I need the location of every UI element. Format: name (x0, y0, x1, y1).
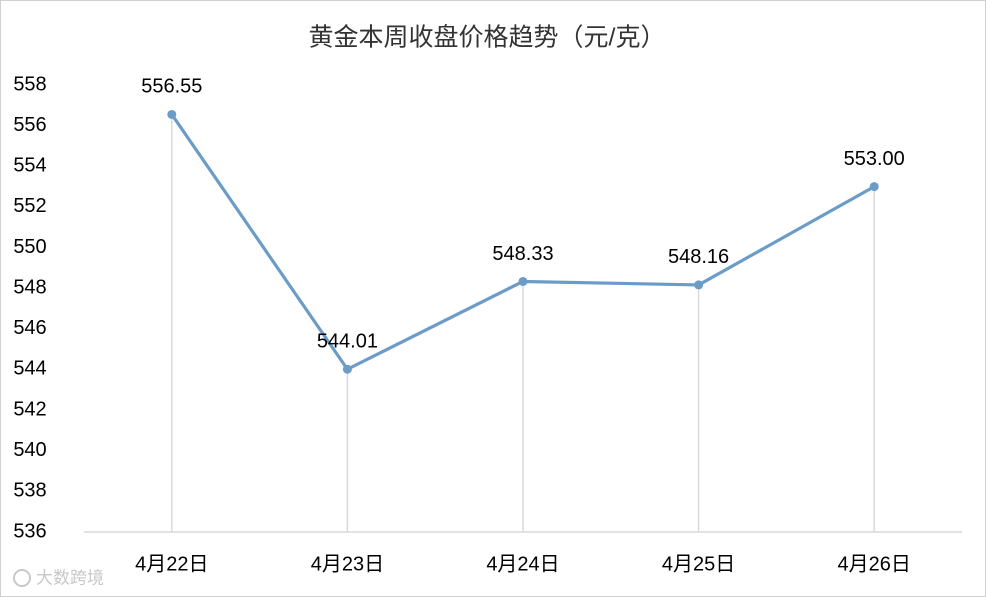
y-tick-label: 556 (13, 114, 46, 136)
point (694, 280, 704, 290)
chart-title: 黄金本周收盘价格趋势（元/克） (309, 24, 666, 52)
y-tick-label: 538 (13, 480, 46, 502)
y-tick-label: 548 (13, 276, 46, 298)
point (869, 182, 879, 192)
watermark: 大数跨境 (36, 568, 104, 587)
data-label: 548.33 (492, 243, 553, 265)
x-tick-label: 4月23日 (311, 553, 384, 575)
y-tick-label: 550 (13, 236, 46, 258)
x-tick-label: 4月24日 (486, 553, 559, 575)
point (167, 109, 177, 119)
y-tick-label: 546 (13, 317, 46, 339)
y-tick-label: 552 (13, 195, 46, 217)
y-tick-label: 542 (13, 398, 46, 420)
point (342, 364, 352, 374)
y-tick-label: 536 (13, 520, 46, 542)
watermark-icon (13, 569, 31, 587)
data-label: 548.16 (668, 246, 729, 268)
data-label: 553.00 (844, 148, 905, 170)
y-tick-label: 558 (13, 73, 46, 95)
point (518, 276, 528, 286)
y-tick-label: 554 (13, 155, 46, 177)
data-label: 544.01 (317, 331, 378, 353)
x-tick-label: 4月26日 (838, 553, 911, 575)
x-tick-label: 4月25日 (662, 553, 735, 575)
y-tick-label: 540 (13, 439, 46, 461)
x-tick-label: 4月22日 (135, 553, 208, 575)
data-label: 556.55 (141, 76, 202, 98)
y-tick-label: 544 (13, 358, 46, 380)
